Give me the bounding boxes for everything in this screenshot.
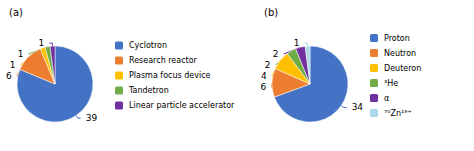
- svg-text:³He: ³He: [384, 79, 398, 88]
- svg-text:Neutron: Neutron: [384, 49, 416, 58]
- svg-text:1: 1: [294, 38, 300, 48]
- svg-text:1: 1: [39, 38, 45, 48]
- svg-text:2: 2: [273, 49, 279, 59]
- svg-text:34: 34: [352, 102, 364, 112]
- svg-text:Proton: Proton: [384, 34, 410, 43]
- svg-text:4: 4: [261, 71, 267, 81]
- svg-text:Tandetron: Tandetron: [128, 86, 169, 95]
- svg-text:1: 1: [10, 60, 16, 70]
- svg-text:2: 2: [265, 60, 271, 70]
- svg-text:Research reactor: Research reactor: [129, 56, 198, 65]
- svg-text:Cyclotron: Cyclotron: [129, 41, 167, 50]
- svg-text:6: 6: [6, 71, 12, 81]
- svg-text:1: 1: [18, 49, 24, 59]
- svg-text:6: 6: [260, 82, 266, 92]
- svg-text:⁷⁰Zn¹⁹⁺: ⁷⁰Zn¹⁹⁺: [384, 109, 412, 118]
- svg-text:39: 39: [86, 113, 98, 123]
- svg-text:Plasma focus device: Plasma focus device: [129, 71, 211, 80]
- svg-text:Linear particle accelerator: Linear particle accelerator: [129, 101, 235, 110]
- svg-text:Deuteron: Deuteron: [384, 64, 421, 73]
- svg-text:(a): (a): [9, 7, 23, 18]
- svg-text:α: α: [384, 94, 389, 103]
- svg-text:(b): (b): [264, 7, 278, 18]
